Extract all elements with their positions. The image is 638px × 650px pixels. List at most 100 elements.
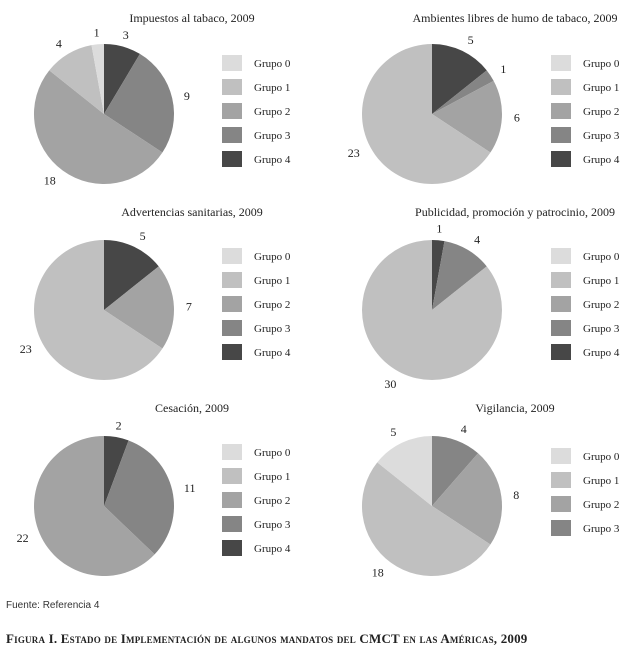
legend-label: Grupo 0	[254, 447, 291, 459]
data-label: 18	[44, 173, 56, 187]
legend-swatch	[222, 344, 242, 360]
pie-slice	[432, 241, 487, 310]
pie-slice	[432, 44, 487, 114]
pie-slice	[33, 240, 163, 380]
legend-swatch	[551, 296, 571, 312]
data-label: 4	[56, 37, 62, 51]
legend-swatch	[551, 272, 571, 288]
pie-slice	[432, 80, 502, 153]
pie-slice	[104, 44, 140, 114]
data-label: 4	[461, 422, 467, 436]
legend-label: Grupo 4	[583, 347, 620, 359]
legend-swatch	[551, 79, 571, 95]
legend-swatch	[551, 472, 571, 488]
data-label: 9	[184, 89, 190, 103]
legend-swatch	[222, 272, 242, 288]
legend-label: Grupo 2	[254, 106, 290, 118]
pie-chart-4: Publicidad, promoción y patrocinio, 2009…	[361, 205, 620, 391]
pie-slice	[34, 436, 155, 576]
legend-swatch	[222, 540, 242, 556]
chart-title: Publicidad, promoción y patrocinio, 2009	[415, 205, 615, 219]
pie-chart-2: Ambientes libres de humo de tabaco, 2009…	[348, 11, 620, 184]
legend-label: Grupo 1	[583, 275, 619, 287]
pie-slice	[432, 239, 445, 310]
pie-slice	[91, 43, 104, 114]
data-label: 7	[186, 299, 192, 313]
legend-label: Grupo 4	[254, 543, 291, 555]
legend-label: Grupo 4	[254, 347, 291, 359]
legend-swatch	[222, 468, 242, 484]
legend-swatch	[222, 55, 242, 71]
legend-swatch	[222, 248, 242, 264]
pie-slice	[377, 436, 432, 506]
legend-swatch	[222, 151, 242, 167]
chart-title: Impuestos al tabaco, 2009	[129, 11, 254, 25]
legend-label: Grupo 3	[254, 130, 291, 142]
pie-slice	[361, 239, 502, 380]
data-label: 5	[140, 229, 146, 243]
pie-slice	[432, 436, 479, 506]
legend-label: Grupo 0	[254, 58, 291, 70]
legend-label: Grupo 2	[254, 299, 290, 311]
data-label: 3	[123, 28, 129, 42]
chart-title: Ambientes libres de humo de tabaco, 2009	[413, 11, 618, 25]
legend-swatch	[551, 344, 571, 360]
legend-swatch	[551, 103, 571, 119]
legend-swatch	[551, 55, 571, 71]
legend-label: Grupo 1	[583, 475, 619, 487]
legend-label: Grupo 2	[583, 299, 619, 311]
legend-label: Grupo 2	[254, 495, 290, 507]
data-label: 11	[184, 481, 196, 495]
data-label: 1	[500, 62, 506, 76]
legend-label: Grupo 3	[583, 523, 620, 535]
chart-title: Vigilancia, 2009	[475, 401, 554, 415]
legend-label: Grupo 2	[583, 499, 619, 511]
legend-label: Grupo 3	[254, 519, 291, 531]
pie-slice	[104, 266, 174, 349]
pie-slice	[104, 53, 174, 153]
chart-title: Advertencias sanitarias, 2009	[121, 205, 263, 219]
pie-slice	[104, 240, 159, 310]
legend-swatch	[551, 151, 571, 167]
pie-chart-6: Vigilancia, 2009 4 8 18 5 Grupo 0 Grupo 1 Grupo…	[361, 401, 620, 579]
pie-slice	[33, 70, 163, 185]
pie-slice	[104, 440, 175, 555]
legend-label: Grupo 4	[583, 154, 620, 166]
data-label: 22	[17, 531, 29, 545]
legend-swatch	[222, 320, 242, 336]
legend-swatch	[222, 492, 242, 508]
pie-chart-3: Advertencias sanitarias, 2009 5 7 23 Grupo 0…	[20, 205, 291, 380]
legend-label: Grupo 3	[583, 130, 620, 142]
legend-swatch	[551, 127, 571, 143]
legend-label: Grupo 2	[583, 106, 619, 118]
figure-caption: Figura I. Estado de Implementación de al…	[6, 631, 528, 646]
pie-slice	[361, 462, 491, 577]
data-label: 23	[20, 342, 32, 356]
legend-label: Grupo 0	[583, 58, 620, 70]
legend-label: Grupo 0	[254, 251, 291, 263]
legend-label: Grupo 4	[254, 154, 291, 166]
legend-label: Grupo 0	[583, 251, 620, 263]
legend-swatch	[222, 444, 242, 460]
legend-swatch	[551, 320, 571, 336]
legend-label: Grupo 3	[254, 323, 291, 335]
data-label: 18	[372, 565, 384, 579]
legend-label: Grupo 1	[254, 275, 290, 287]
data-label: 1	[94, 25, 100, 39]
pie-slice	[432, 453, 503, 545]
pie-slice	[432, 70, 494, 114]
data-label: 8	[513, 488, 519, 502]
legend-label: Grupo 1	[254, 82, 290, 94]
legend-swatch	[551, 520, 571, 536]
pie-slice	[49, 45, 104, 115]
legend-swatch	[551, 248, 571, 264]
data-label: 5	[468, 33, 474, 47]
legend-label: Grupo 1	[254, 471, 290, 483]
legend-label: Grupo 0	[583, 451, 620, 463]
legend-label: Grupo 3	[583, 323, 620, 335]
data-label: 2	[116, 418, 122, 432]
legend-swatch	[551, 496, 571, 512]
legend-swatch	[551, 448, 571, 464]
